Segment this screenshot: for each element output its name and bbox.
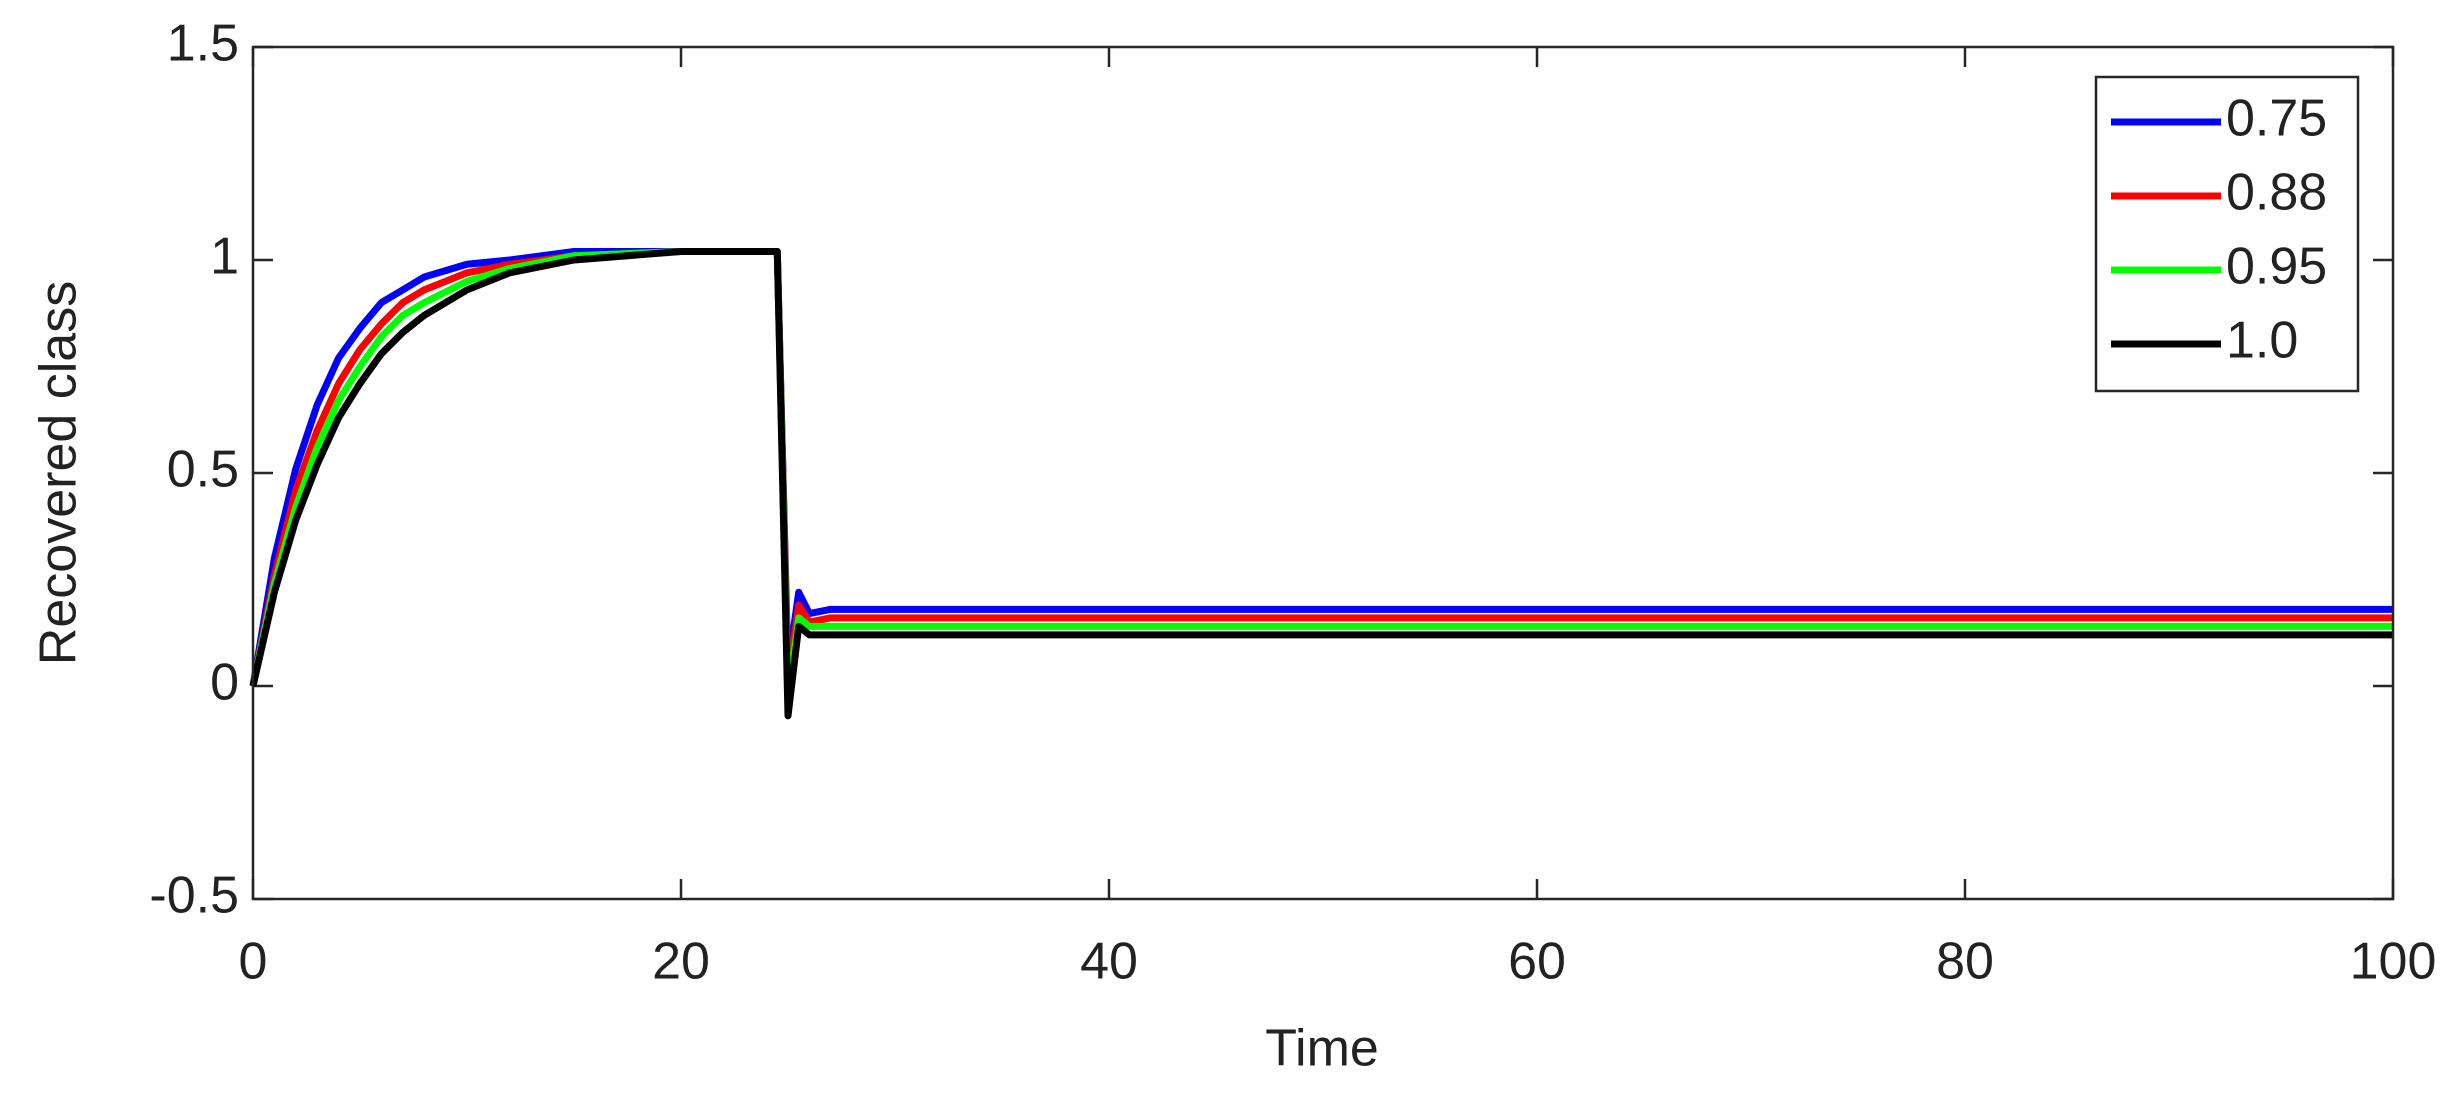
x-tick-label: 80 (1936, 933, 1994, 991)
series-line (249, 247, 2393, 687)
y-tick-label: 0.5 (167, 441, 239, 499)
legend-box (2094, 75, 2360, 393)
y-tick-label: 1.5 (167, 15, 239, 73)
series-line (249, 247, 2393, 720)
x-tick-label: 0 (239, 933, 268, 991)
series-line (249, 247, 2393, 687)
legend-label: 1.0 (2226, 312, 2298, 370)
legend-label: 0.95 (2226, 238, 2327, 296)
series-line (249, 247, 2393, 703)
x-tick-label: 100 (2350, 933, 2437, 991)
plot-frame (251, 45, 2395, 901)
legend-label: 0.75 (2226, 90, 2327, 148)
x-tick-label: 60 (1508, 933, 1566, 991)
x-axis-label: Time (1265, 1020, 1379, 1078)
x-tick-label: 40 (1080, 933, 1138, 991)
y-tick-label: -0.5 (149, 867, 239, 925)
x-tick-label: 20 (652, 933, 710, 991)
y-axis-label: Recovered class (30, 281, 88, 665)
y-tick-label: 1 (210, 228, 239, 286)
y-tick-label: 0 (210, 654, 239, 712)
legend-label: 0.88 (2226, 164, 2327, 222)
plot-area (253, 47, 2393, 899)
